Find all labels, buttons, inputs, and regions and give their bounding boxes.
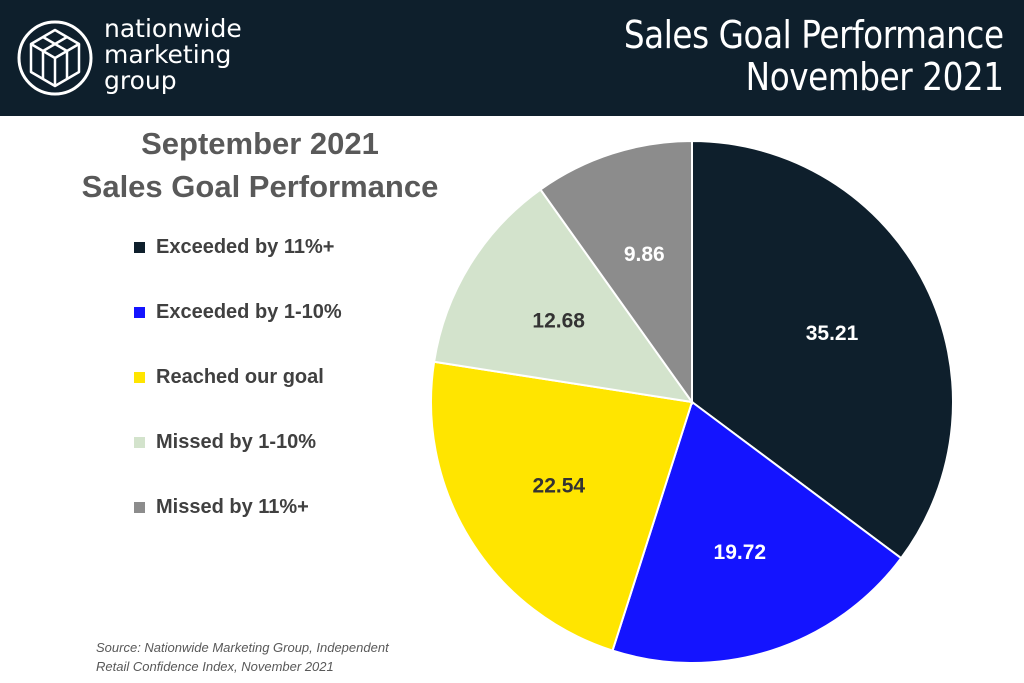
- legend-swatch: [134, 437, 145, 448]
- chart-title-line: Sales Goal Performance: [81, 169, 439, 204]
- brand-line: marketing: [104, 40, 232, 69]
- page-title-line: Sales Goal Performance: [624, 13, 1004, 57]
- pie-data-label: 9.86: [624, 243, 665, 266]
- brand-name: nationwide marketing group: [104, 16, 242, 94]
- legend-label: Missed by 11%+: [156, 496, 309, 518]
- pie-data-label: 35.21: [806, 322, 859, 345]
- legend-label: Reached our goal: [156, 366, 324, 388]
- legend-label: Exceeded by 1-10%: [156, 301, 342, 323]
- legend-swatch: [134, 242, 145, 253]
- source-line: Source: Nationwide Marketing Group, Inde…: [96, 640, 389, 655]
- legend-label: Missed by 1-10%: [156, 431, 317, 453]
- chart-title: September 2021 Sales Goal Performance: [40, 122, 480, 208]
- pie-data-label: 19.72: [714, 541, 767, 564]
- brand-line: nationwide: [104, 14, 242, 43]
- pie-data-label: 12.68: [532, 310, 585, 333]
- legend-swatch: [134, 372, 145, 383]
- legend-swatch: [134, 307, 145, 318]
- pie-slice: [611, 400, 903, 664]
- brand-line: group: [104, 66, 177, 95]
- source-line: Retail Confidence Index, November 2021: [96, 659, 334, 674]
- pie-slice: [430, 360, 694, 652]
- chart-title-line: September 2021: [141, 126, 379, 161]
- legend-swatch: [134, 502, 145, 513]
- pie-data-label: 22.54: [533, 474, 586, 497]
- page-title: Sales Goal Performance November 2021: [624, 14, 1004, 98]
- pie-slice: [691, 139, 954, 560]
- page-title-line: November 2021: [746, 55, 1004, 99]
- source-note: Source: Nationwide Marketing Group, Inde…: [96, 638, 389, 676]
- legend-label: Exceeded by 11%+: [156, 236, 335, 258]
- header-bar: nationwide marketing group Sales Goal Pe…: [0, 0, 1024, 116]
- pie-slice: [539, 139, 693, 406]
- brand-logo-icon: [17, 20, 93, 96]
- pie-slice: [432, 188, 695, 404]
